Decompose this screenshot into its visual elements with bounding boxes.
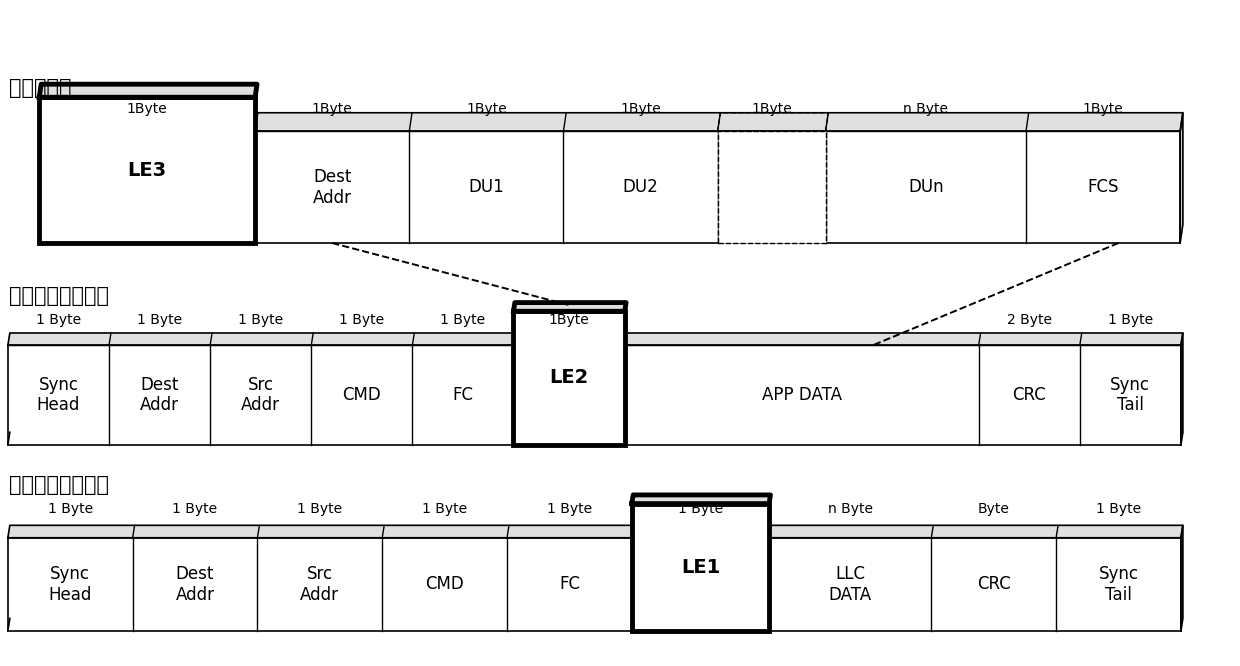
- Text: 1Byte: 1Byte: [311, 102, 352, 116]
- Text: DU1: DU1: [469, 178, 505, 196]
- Text: Src
Addr: Src Addr: [300, 565, 340, 603]
- Text: DU2: DU2: [622, 178, 658, 196]
- Text: 1Byte: 1Byte: [751, 102, 792, 116]
- Text: 1 Byte: 1 Byte: [547, 502, 591, 516]
- Text: CMD: CMD: [342, 386, 381, 404]
- Text: Sync
Head: Sync Head: [48, 565, 92, 603]
- Text: Sync
Head: Sync Head: [37, 376, 81, 414]
- Text: Sync
Tail: Sync Tail: [1110, 376, 1151, 414]
- Text: 1 Byte: 1 Byte: [136, 313, 182, 327]
- Text: FC: FC: [559, 575, 580, 593]
- Text: 1Byte: 1Byte: [1083, 102, 1123, 116]
- Polygon shape: [1180, 333, 1183, 445]
- Text: 1 Byte: 1 Byte: [238, 313, 283, 327]
- Bar: [40, 97, 255, 243]
- Text: FCS: FCS: [1087, 178, 1118, 196]
- Text: 1Byte: 1Byte: [620, 102, 661, 116]
- Text: LE3: LE3: [128, 161, 166, 180]
- Bar: [40, 131, 1180, 243]
- Text: 1 Byte: 1 Byte: [340, 313, 384, 327]
- Text: 1 Byte: 1 Byte: [678, 502, 723, 516]
- Text: Dest
Addr: Dest Addr: [176, 565, 215, 603]
- Text: n Byte: n Byte: [903, 102, 949, 116]
- Text: 1Byte: 1Byte: [126, 102, 167, 116]
- Text: Byte: Byte: [978, 502, 1009, 516]
- Text: 1 Byte: 1 Byte: [298, 502, 342, 516]
- Text: 链路层数据方式二: 链路层数据方式二: [9, 475, 109, 495]
- Text: 1 Byte: 1 Byte: [422, 502, 467, 516]
- Text: 1 Byte: 1 Byte: [172, 502, 217, 516]
- Text: Dest
Addr: Dest Addr: [312, 168, 352, 206]
- Text: 1 Byte: 1 Byte: [47, 502, 93, 516]
- Text: 1Byte: 1Byte: [466, 102, 507, 116]
- Text: LE1: LE1: [681, 557, 720, 577]
- Text: 1 Byte: 1 Byte: [1107, 313, 1153, 327]
- Text: Dest
Addr: Dest Addr: [140, 376, 179, 414]
- Text: n Byte: n Byte: [828, 502, 873, 516]
- Polygon shape: [40, 113, 1183, 131]
- Text: 链路层数据方式一: 链路层数据方式一: [9, 286, 109, 306]
- Text: 1 Byte: 1 Byte: [36, 313, 81, 327]
- Text: 应用层数据: 应用层数据: [9, 78, 72, 98]
- Polygon shape: [513, 302, 626, 311]
- Bar: [7, 346, 1180, 445]
- Text: DUn: DUn: [908, 178, 944, 196]
- Text: APP DATA: APP DATA: [761, 386, 842, 404]
- Polygon shape: [7, 525, 1183, 537]
- Bar: [7, 537, 1180, 631]
- Text: FC: FC: [453, 386, 474, 404]
- Text: LLC
DATA: LLC DATA: [828, 565, 872, 603]
- Bar: [718, 131, 826, 243]
- Text: Src
Addr: Src Addr: [241, 376, 280, 414]
- Polygon shape: [40, 84, 257, 97]
- Text: 1 Byte: 1 Byte: [1096, 502, 1141, 516]
- Polygon shape: [7, 333, 1183, 346]
- Text: 1Byte: 1Byte: [549, 313, 589, 327]
- Polygon shape: [1180, 525, 1183, 631]
- Text: CMD: CMD: [425, 575, 464, 593]
- Text: CRC: CRC: [1012, 386, 1047, 404]
- Text: Sync
Tail: Sync Tail: [1099, 565, 1138, 603]
- Text: CRC: CRC: [977, 575, 1011, 593]
- Text: 2 Byte: 2 Byte: [1007, 313, 1052, 327]
- Text: LE2: LE2: [549, 368, 589, 388]
- Polygon shape: [632, 495, 770, 503]
- Bar: [513, 311, 625, 445]
- Bar: [632, 503, 769, 631]
- Text: 1 Byte: 1 Byte: [440, 313, 486, 327]
- Polygon shape: [1180, 113, 1183, 243]
